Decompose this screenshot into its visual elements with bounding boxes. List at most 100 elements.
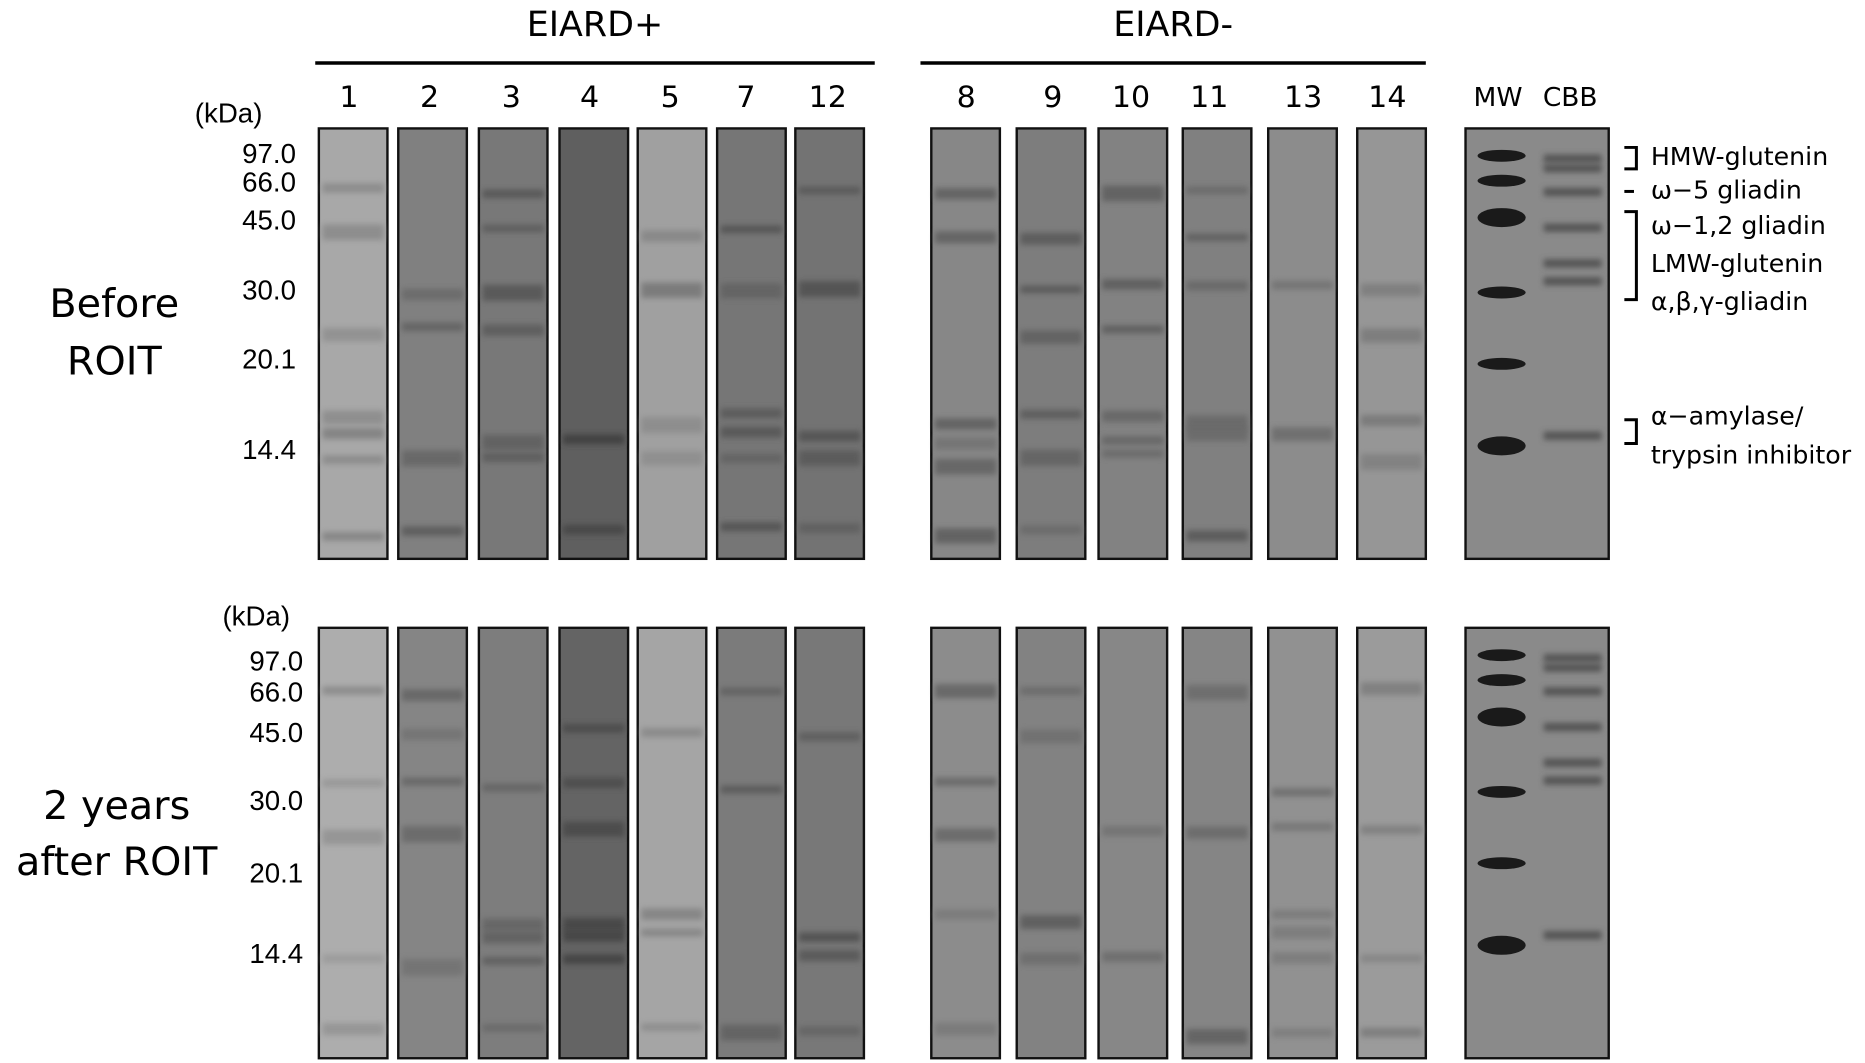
band	[402, 729, 463, 740]
lane	[479, 628, 548, 1058]
band	[799, 732, 860, 741]
band	[1186, 234, 1247, 241]
band	[935, 188, 996, 199]
lane-number: 4	[580, 80, 599, 115]
band	[1272, 910, 1333, 919]
band	[1272, 926, 1333, 939]
band	[482, 225, 543, 233]
cbb-band	[1544, 188, 1602, 196]
lane-number: 7	[736, 80, 755, 115]
lane	[1268, 128, 1337, 558]
band	[721, 786, 782, 794]
row-label: after ROIT	[16, 839, 218, 885]
band	[935, 684, 996, 698]
band	[322, 428, 383, 439]
lane	[1357, 128, 1426, 558]
cbb-band	[1544, 654, 1602, 662]
band	[322, 954, 383, 963]
kda-marker: 97.0	[249, 646, 303, 677]
band	[402, 450, 463, 466]
band	[482, 453, 543, 462]
band	[402, 959, 463, 976]
lane-number: 3	[502, 80, 521, 115]
band	[322, 779, 383, 787]
band	[1361, 1028, 1422, 1037]
band	[1020, 687, 1081, 695]
band	[1361, 328, 1422, 342]
row-label: 2 years	[43, 783, 190, 829]
band	[563, 930, 624, 942]
band	[322, 830, 383, 845]
band	[935, 459, 996, 475]
lane-number: 12	[809, 80, 847, 115]
band	[563, 954, 624, 964]
band	[402, 689, 463, 701]
reference-lane-label: MW	[1474, 83, 1523, 113]
band	[935, 828, 996, 841]
band	[482, 919, 543, 932]
band	[721, 688, 782, 695]
band	[1361, 284, 1422, 297]
cbb-band	[1544, 277, 1602, 285]
band	[799, 932, 860, 941]
lane-number: 5	[661, 80, 680, 115]
band	[1272, 281, 1333, 290]
kda-marker: 14.4	[249, 938, 303, 969]
band	[322, 532, 383, 540]
band	[482, 435, 543, 450]
kda-unit: (kDa)	[195, 98, 263, 129]
row-label: ROIT	[67, 338, 163, 384]
kda-marker: 45.0	[249, 717, 303, 748]
band	[935, 231, 996, 243]
band	[563, 434, 624, 444]
band	[721, 522, 782, 531]
band	[641, 728, 702, 737]
annotation: α−amylase/	[1651, 401, 1804, 430]
lane-number: 8	[957, 80, 976, 115]
lane-number: 1	[339, 80, 358, 115]
group-label: EIARD-	[1113, 5, 1233, 45]
band	[322, 224, 383, 239]
band	[1020, 286, 1081, 294]
band	[1020, 410, 1081, 419]
band	[721, 283, 782, 298]
lane-number: 9	[1043, 80, 1062, 115]
band	[402, 526, 463, 535]
band	[799, 523, 860, 533]
marker-band	[1478, 436, 1526, 455]
band	[563, 724, 624, 733]
band	[322, 411, 383, 425]
band	[1020, 525, 1081, 534]
lane-number: 2	[420, 80, 439, 115]
band	[1361, 955, 1422, 963]
lane	[795, 628, 864, 1058]
marker-band	[1478, 175, 1526, 187]
band	[935, 418, 996, 429]
band	[1020, 915, 1081, 929]
band	[482, 784, 543, 792]
band	[1186, 427, 1247, 441]
band	[1272, 1028, 1333, 1037]
band	[1186, 530, 1247, 541]
kda-marker: 45.0	[242, 205, 296, 236]
bracket	[1624, 420, 1636, 444]
cbb-band	[1544, 164, 1602, 172]
band	[1361, 415, 1422, 426]
band	[482, 190, 543, 198]
lane	[1268, 628, 1337, 1058]
band	[482, 957, 543, 964]
marker-band	[1478, 208, 1526, 227]
cbb-band	[1544, 759, 1602, 767]
band	[721, 454, 782, 463]
band	[641, 929, 702, 936]
band	[1020, 233, 1081, 245]
band	[1020, 450, 1081, 466]
band	[641, 282, 702, 297]
band	[641, 451, 702, 465]
annotation: LMW-glutenin	[1651, 249, 1823, 278]
band	[1102, 186, 1163, 202]
band	[641, 417, 702, 433]
cbb-band	[1544, 931, 1602, 939]
band	[322, 455, 383, 464]
band	[1272, 952, 1333, 964]
